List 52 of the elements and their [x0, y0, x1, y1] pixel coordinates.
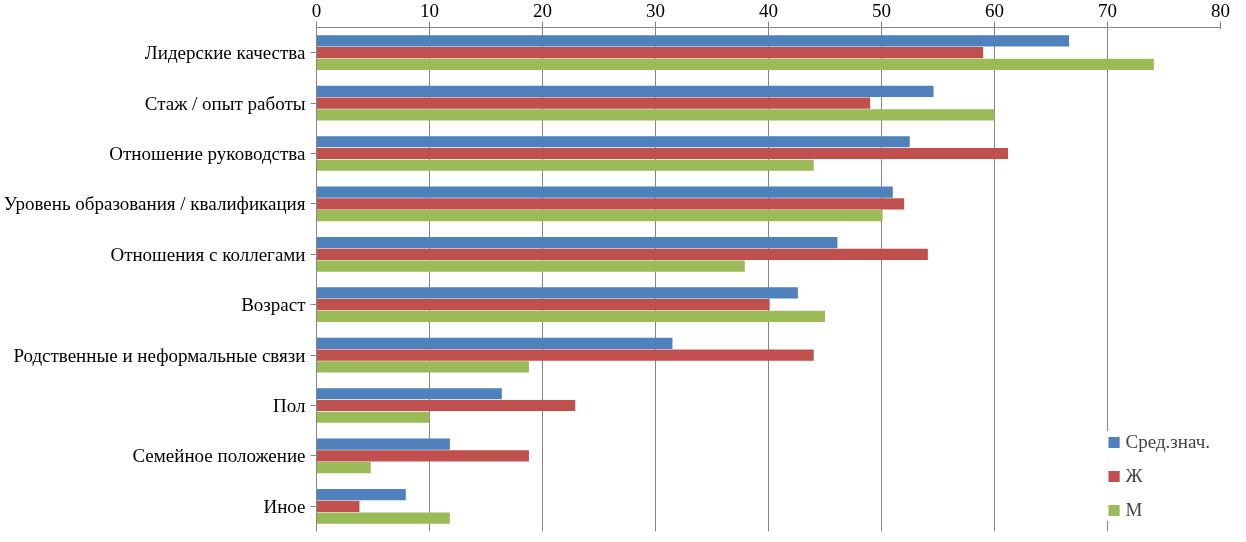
- bar: [316, 512, 450, 524]
- bar: [316, 361, 529, 373]
- bar: [316, 159, 814, 171]
- bar: [316, 287, 798, 299]
- bar: [316, 97, 871, 109]
- bar: [316, 35, 1070, 47]
- legend-label: Сред.знач.: [1125, 431, 1210, 453]
- bar: [316, 450, 529, 462]
- bar: [316, 349, 814, 361]
- y-tick-label: Родственные и неформальные связи: [13, 344, 306, 366]
- x-tick-label: 40: [759, 0, 778, 21]
- x-tick-label: 60: [985, 0, 1004, 21]
- bar: [316, 411, 430, 423]
- bar: [316, 47, 984, 59]
- y-tick-label: Возраст: [241, 294, 307, 316]
- bar: [316, 438, 450, 450]
- bar: [316, 109, 995, 121]
- y-tick-label: Уровень образования / квалификация: [3, 193, 306, 215]
- y-tick-label: Стаж / опыт работы: [144, 92, 306, 114]
- x-tick-label: 20: [533, 0, 552, 21]
- bar: [316, 388, 502, 400]
- bar: [316, 260, 745, 272]
- bar: [316, 236, 838, 249]
- bar: [316, 488, 406, 501]
- bar: [316, 299, 770, 311]
- bar: [316, 58, 1154, 71]
- y-tick-label: Отношения с коллегами: [110, 243, 306, 265]
- x-tick-label: 50: [872, 0, 891, 21]
- bar: [316, 147, 1009, 160]
- bar: [316, 85, 934, 97]
- x-tick-label: 10: [420, 0, 439, 21]
- bar: [316, 248, 928, 260]
- y-tick-label: Иное: [263, 495, 306, 517]
- bar: [316, 186, 893, 198]
- bar: [316, 210, 883, 222]
- bar: [316, 337, 673, 349]
- y-tick-label: Отношение руководства: [109, 143, 307, 164]
- y-tick-label: Семейное положение: [132, 445, 306, 467]
- y-tick-label: Лидерские качества: [144, 42, 307, 64]
- legend-label: М: [1125, 499, 1144, 521]
- x-tick-label: 70: [1098, 0, 1117, 21]
- bar: [316, 399, 576, 412]
- x-tick-label: 0: [311, 0, 322, 21]
- x-tick-label: 80: [1211, 0, 1230, 21]
- bar: [316, 198, 905, 210]
- bar: [316, 310, 825, 323]
- x-tick-label: 30: [646, 0, 665, 21]
- y-tick-label: Пол: [273, 395, 307, 416]
- legend-label: Ж: [1125, 465, 1144, 487]
- bar: [316, 500, 360, 512]
- bar: [316, 462, 371, 474]
- bar: [316, 136, 910, 148]
